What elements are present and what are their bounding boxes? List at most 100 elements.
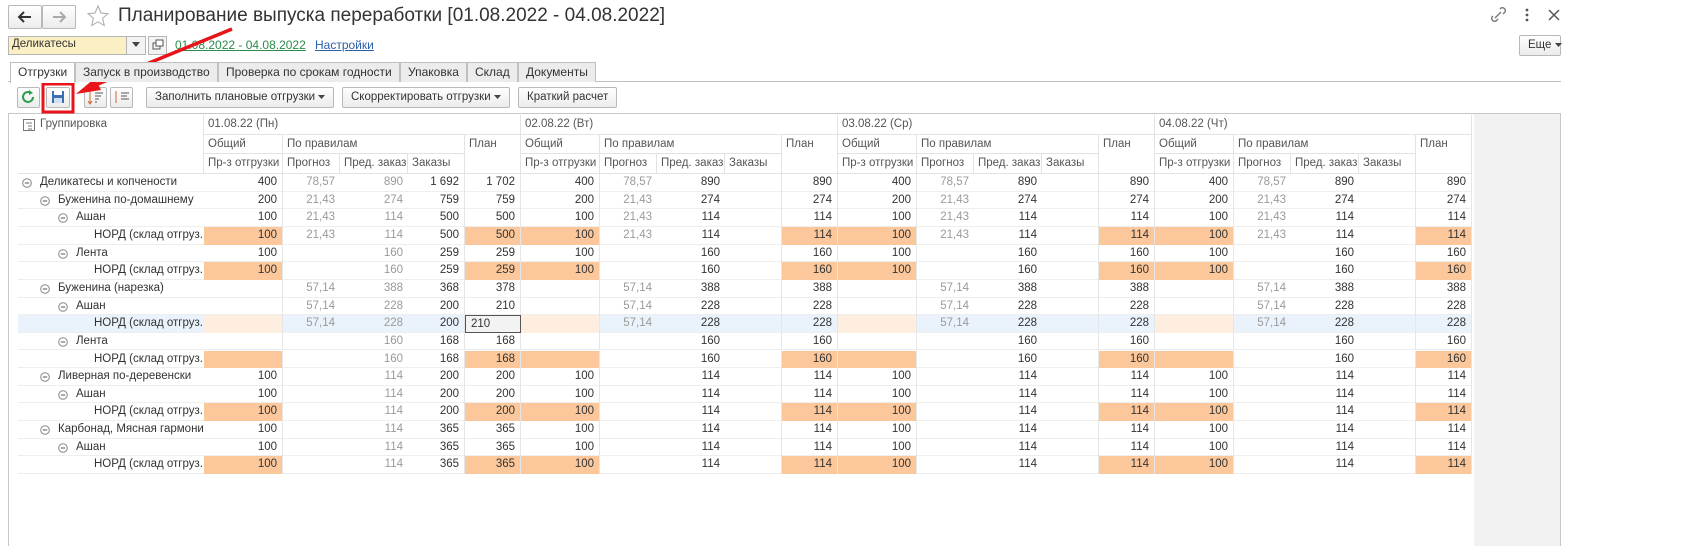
value-cell[interactable]: 100 <box>204 262 283 280</box>
value-cell[interactable] <box>1155 333 1234 351</box>
value-cell[interactable]: 100 <box>521 386 600 404</box>
value-cell[interactable]: 114 <box>1099 386 1155 404</box>
value-cell[interactable]: 114 <box>974 421 1042 439</box>
tree-toggle[interactable] <box>58 443 68 453</box>
value-cell[interactable] <box>725 456 782 474</box>
value-cell[interactable] <box>600 351 657 369</box>
value-cell[interactable]: 100 <box>204 421 283 439</box>
value-cell[interactable] <box>1359 298 1416 316</box>
value-cell[interactable]: 114 <box>340 421 408 439</box>
value-cell[interactable]: 114 <box>974 209 1042 227</box>
value-cell[interactable] <box>1042 315 1099 333</box>
tree-toggle[interactable] <box>58 213 68 223</box>
value-cell[interactable] <box>1234 439 1291 457</box>
value-cell[interactable]: 100 <box>838 403 917 421</box>
value-cell[interactable]: 228 <box>1099 298 1155 316</box>
value-cell[interactable]: 890 <box>974 174 1042 192</box>
value-cell[interactable]: 259 <box>465 245 521 263</box>
value-cell[interactable]: 21,43 <box>917 192 974 210</box>
value-cell[interactable]: 168 <box>408 351 465 369</box>
value-cell[interactable]: 890 <box>657 174 725 192</box>
value-cell[interactable] <box>1042 209 1099 227</box>
value-cell[interactable] <box>1234 421 1291 439</box>
value-cell[interactable] <box>725 227 782 245</box>
value-cell[interactable]: 114 <box>657 403 725 421</box>
value-cell[interactable] <box>1234 386 1291 404</box>
value-cell[interactable] <box>283 439 340 457</box>
value-cell[interactable]: 400 <box>204 174 283 192</box>
toolbar-button[interactable]: Краткий расчет <box>518 87 617 108</box>
value-cell[interactable]: 365 <box>408 456 465 474</box>
value-cell[interactable] <box>283 262 340 280</box>
value-cell[interactable]: 100 <box>1155 456 1234 474</box>
value-cell[interactable]: 114 <box>1099 439 1155 457</box>
value-cell[interactable]: 114 <box>1099 456 1155 474</box>
value-cell[interactable]: 210 <box>465 315 521 333</box>
value-cell[interactable]: 100 <box>204 368 283 386</box>
value-cell[interactable]: 160 <box>1291 262 1359 280</box>
value-cell[interactable]: 200 <box>1155 192 1234 210</box>
value-cell[interactable] <box>917 456 974 474</box>
value-cell[interactable] <box>1359 403 1416 421</box>
value-cell[interactable]: 114 <box>1416 456 1472 474</box>
value-cell[interactable]: 21,43 <box>283 209 340 227</box>
value-cell[interactable]: 21,43 <box>1234 192 1291 210</box>
value-cell[interactable]: 57,14 <box>917 315 974 333</box>
value-cell[interactable]: 114 <box>1416 368 1472 386</box>
value-cell[interactable]: 228 <box>1416 298 1472 316</box>
value-cell[interactable] <box>521 351 600 369</box>
value-cell[interactable]: 114 <box>1291 456 1359 474</box>
value-cell[interactable]: 21,43 <box>600 227 657 245</box>
value-cell[interactable]: 388 <box>1416 280 1472 298</box>
value-cell[interactable]: 228 <box>340 298 408 316</box>
value-cell[interactable]: 100 <box>204 403 283 421</box>
value-cell[interactable]: 200 <box>465 386 521 404</box>
value-cell[interactable]: 228 <box>974 315 1042 333</box>
value-cell[interactable]: 114 <box>974 386 1042 404</box>
value-cell[interactable] <box>600 245 657 263</box>
value-cell[interactable] <box>725 421 782 439</box>
value-cell[interactable] <box>600 368 657 386</box>
value-cell[interactable] <box>600 403 657 421</box>
value-cell[interactable] <box>1042 280 1099 298</box>
value-cell[interactable] <box>725 439 782 457</box>
value-cell[interactable] <box>1234 245 1291 263</box>
value-cell[interactable]: 21,43 <box>917 209 974 227</box>
value-cell[interactable]: 114 <box>657 456 725 474</box>
value-cell[interactable]: 114 <box>1099 421 1155 439</box>
value-cell[interactable]: 114 <box>340 439 408 457</box>
value-cell[interactable] <box>725 403 782 421</box>
value-cell[interactable]: 100 <box>521 439 600 457</box>
value-cell[interactable] <box>521 333 600 351</box>
value-cell[interactable]: 168 <box>465 351 521 369</box>
value-cell[interactable]: 114 <box>340 456 408 474</box>
value-cell[interactable]: 114 <box>1291 421 1359 439</box>
value-cell[interactable]: 100 <box>1155 403 1234 421</box>
value-cell[interactable]: 114 <box>1416 403 1472 421</box>
more-button[interactable]: Еще <box>1519 35 1561 56</box>
value-cell[interactable]: 114 <box>974 368 1042 386</box>
value-cell[interactable] <box>600 456 657 474</box>
value-cell[interactable]: 160 <box>782 245 838 263</box>
value-cell[interactable]: 228 <box>1291 298 1359 316</box>
value-cell[interactable]: 114 <box>1416 227 1472 245</box>
value-cell[interactable] <box>917 351 974 369</box>
value-cell[interactable] <box>1042 298 1099 316</box>
value-cell[interactable]: 890 <box>1416 174 1472 192</box>
value-cell[interactable]: 100 <box>838 456 917 474</box>
value-cell[interactable]: 78,57 <box>283 174 340 192</box>
value-cell[interactable]: 168 <box>408 333 465 351</box>
value-cell[interactable]: 274 <box>974 192 1042 210</box>
value-cell[interactable]: 114 <box>974 227 1042 245</box>
value-cell[interactable]: 114 <box>974 456 1042 474</box>
value-cell[interactable]: 365 <box>408 421 465 439</box>
value-cell[interactable] <box>1042 192 1099 210</box>
value-cell[interactable]: 100 <box>1155 439 1234 457</box>
value-cell[interactable]: 1 692 <box>408 174 465 192</box>
value-cell[interactable]: 100 <box>521 421 600 439</box>
value-cell[interactable] <box>917 368 974 386</box>
value-cell[interactable]: 228 <box>657 298 725 316</box>
value-cell[interactable] <box>600 386 657 404</box>
value-cell[interactable]: 100 <box>838 245 917 263</box>
value-cell[interactable]: 228 <box>657 315 725 333</box>
